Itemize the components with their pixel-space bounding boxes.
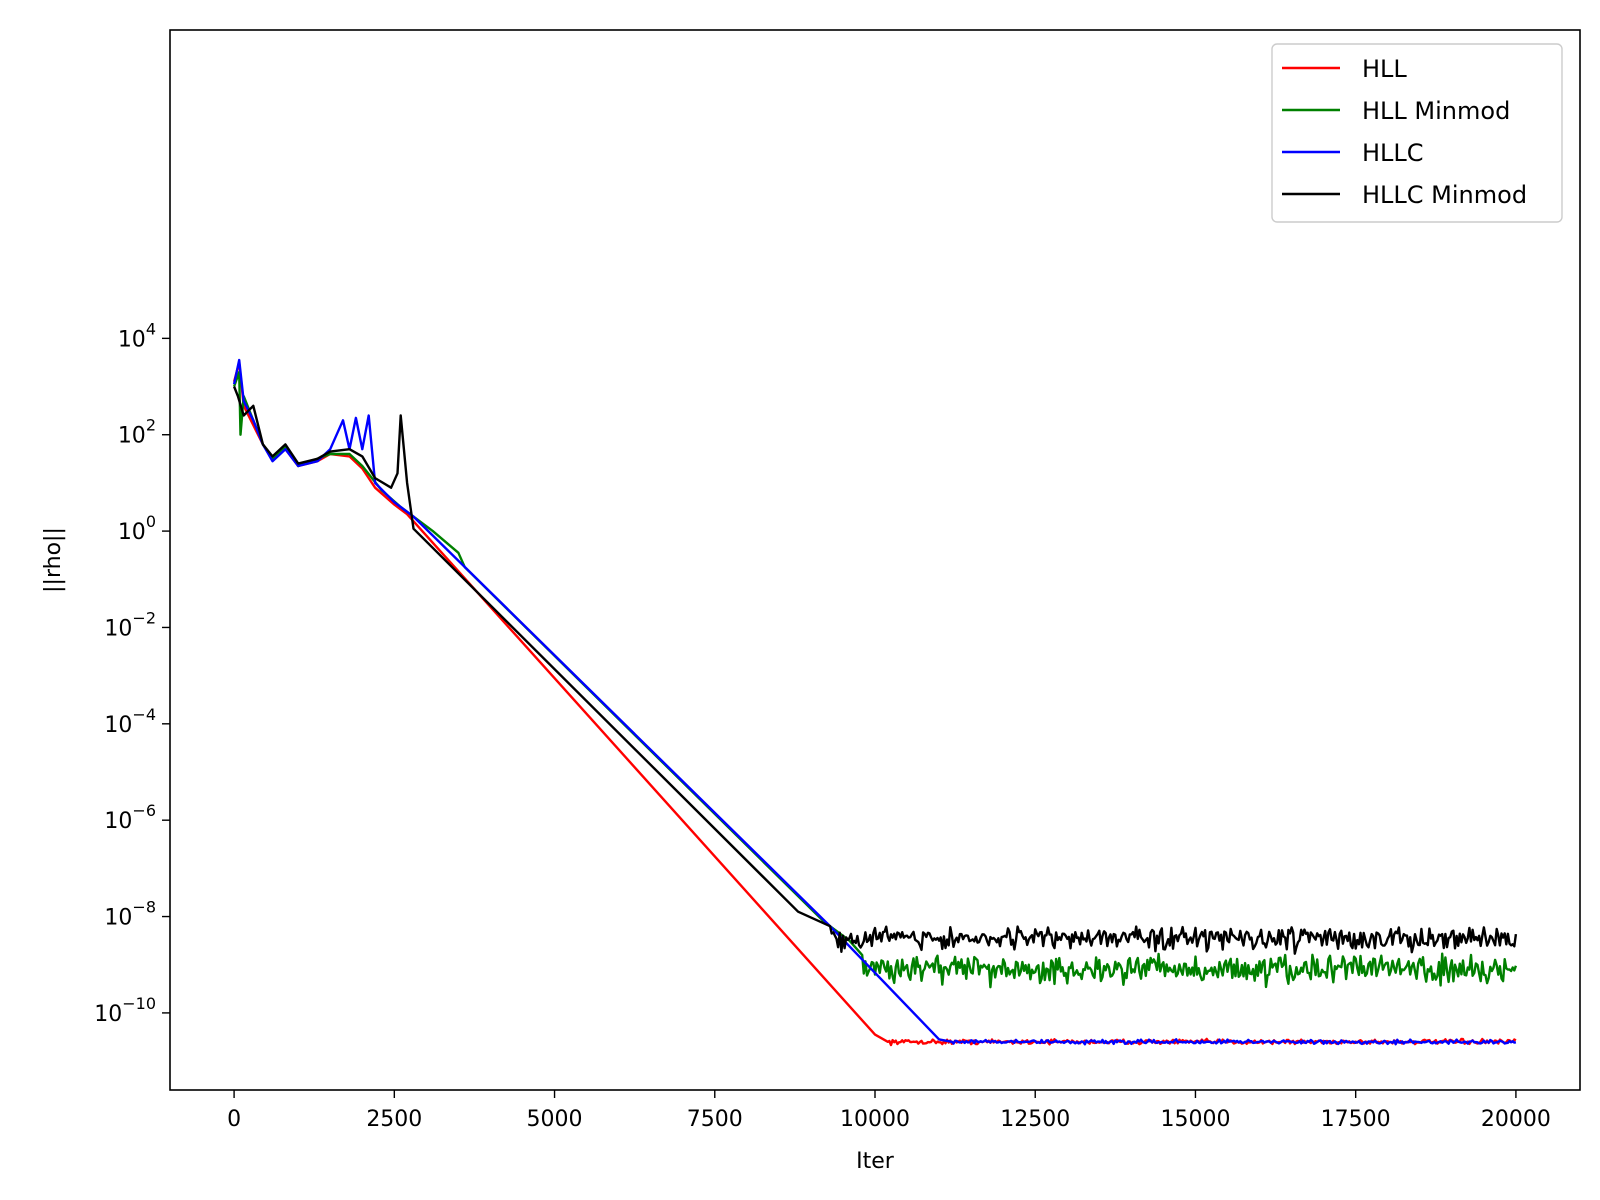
y-tick-exponent: −2 (132, 608, 156, 627)
y-tick-label: 10−2 (104, 608, 156, 641)
y-tick-base: 10 (104, 616, 132, 641)
y-tick-base: 10 (118, 520, 146, 545)
series-line-hll-minmod (232, 370, 1518, 989)
y-tick-label: 10−8 (104, 898, 156, 931)
x-tick-label: 20000 (1481, 1107, 1551, 1132)
y-tick-base: 10 (104, 713, 132, 738)
y-tick-base: 10 (94, 1002, 122, 1027)
x-tick-label: 7500 (687, 1107, 743, 1132)
y-tick-label: 10−6 (104, 801, 156, 834)
y-tick-base: 10 (118, 424, 146, 449)
y-tick-label: 102 (118, 416, 156, 449)
y-tick-base: 10 (118, 327, 146, 352)
y-tick-exponent: −4 (132, 705, 156, 724)
y-tick-exponent: −6 (132, 801, 156, 820)
x-tick-label: 2500 (366, 1107, 422, 1132)
y-tick-exponent: −8 (132, 898, 156, 917)
y-tick-label: 10−10 (94, 994, 156, 1027)
x-axis-ticks: 0 2500 5000 7500 10000 12500 15000 17500 20000 (227, 1090, 1551, 1132)
legend-entry: HLL Minmod (1362, 97, 1510, 125)
x-tick-label: 17500 (1321, 1107, 1391, 1132)
legend-entry: HLL (1362, 55, 1407, 83)
legend-box (1271, 43, 1563, 223)
x-tick-label: 5000 (527, 1107, 583, 1132)
series-layer (232, 358, 1518, 1047)
legend-entry: HLLC (1362, 139, 1424, 167)
y-tick-exponent: −10 (122, 994, 156, 1013)
x-tick-label: 10000 (840, 1107, 910, 1132)
x-tick-label: 0 (227, 1107, 241, 1132)
x-tick-label: 15000 (1160, 1107, 1230, 1132)
y-tick-base: 10 (104, 809, 132, 834)
x-axis-label: Iter (856, 1149, 895, 1174)
y-tick-exponent: 4 (146, 319, 156, 338)
y-tick-label: 10−4 (104, 705, 156, 738)
legend-entry: HLLC Minmod (1362, 181, 1527, 209)
y-tick-label: 100 (118, 512, 156, 545)
legend: HLL HLL Minmod HLLC HLLC Minmod (1271, 43, 1563, 223)
y-axis-label: ||rho|| (41, 527, 66, 593)
y-tick-exponent: 2 (146, 416, 156, 435)
y-tick-base: 10 (104, 906, 132, 931)
y-tick-label: 104 (118, 319, 156, 352)
y-tick-exponent: 0 (146, 512, 156, 531)
series-line-hllc (232, 358, 1517, 1046)
series-line-hllc-minmod (232, 386, 1518, 955)
x-tick-label: 12500 (1000, 1107, 1070, 1132)
